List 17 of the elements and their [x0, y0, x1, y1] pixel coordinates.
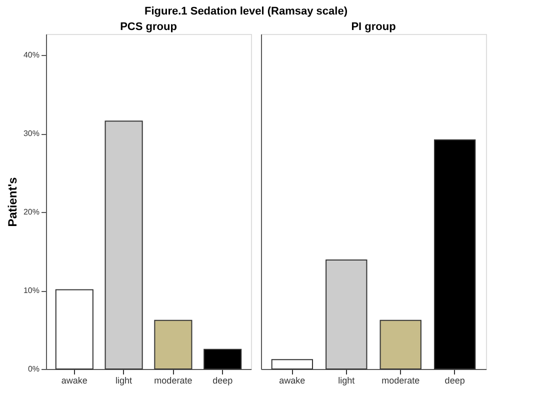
chart-title: Figure.1 Sedation level (Ramsay scale) — [144, 6, 348, 18]
x-tick-label: awake — [61, 376, 88, 386]
y-tick-label: 40% — [23, 50, 40, 60]
x-tick-label: moderate — [382, 376, 420, 386]
x-tick-label: awake — [279, 376, 306, 386]
chart-subtitle: PI group — [351, 21, 396, 33]
y-tick-label: 10% — [23, 286, 40, 296]
x-tick-label: deep — [212, 376, 233, 386]
y-axis-title: Patient's — [5, 176, 20, 227]
y-tick-label: 30% — [23, 129, 40, 138]
y-tick-label: 20% — [23, 208, 40, 217]
x-tick-label: light — [338, 376, 356, 386]
y-tick-label: 0% — [28, 364, 40, 374]
x-tick-label: moderate — [154, 376, 192, 386]
chart-subtitle: PCS group — [120, 21, 178, 33]
x-tick-label: light — [116, 376, 133, 386]
x-tick-label: deep — [444, 376, 465, 386]
